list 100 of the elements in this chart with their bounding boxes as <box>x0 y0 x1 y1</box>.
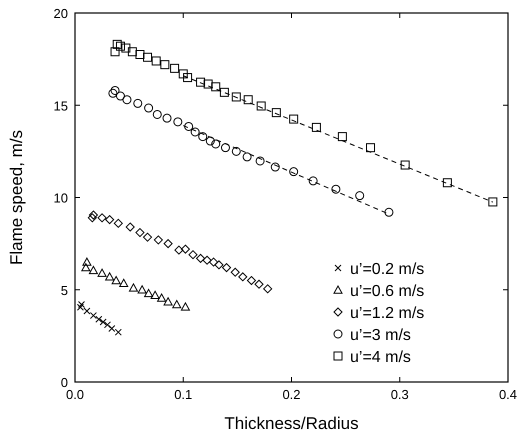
point <box>121 44 130 53</box>
point <box>110 47 120 56</box>
point <box>206 136 215 146</box>
legend-label: u’=0.2 m/s <box>350 261 424 278</box>
y-axis-title: Flame speed, m/s <box>7 130 26 266</box>
x-tick-label: 0.4 <box>498 387 518 402</box>
point <box>160 60 170 70</box>
point <box>143 232 152 242</box>
point <box>220 88 229 97</box>
point <box>152 56 161 66</box>
point <box>133 98 142 108</box>
point <box>170 64 180 73</box>
point <box>442 178 452 188</box>
y-tick-label: 5 <box>60 282 68 298</box>
point <box>83 307 90 314</box>
point <box>112 276 121 284</box>
x-tick-label: 0.0 <box>66 387 84 402</box>
point <box>222 263 232 272</box>
point <box>164 297 173 306</box>
point <box>188 250 198 260</box>
point <box>112 40 122 49</box>
point <box>152 110 162 119</box>
point <box>230 268 240 277</box>
point <box>81 263 90 272</box>
point <box>384 208 394 217</box>
point <box>119 278 128 287</box>
point <box>338 132 347 142</box>
point <box>135 50 144 60</box>
point <box>355 191 364 200</box>
point <box>128 283 138 292</box>
point <box>126 222 135 232</box>
point <box>244 95 253 104</box>
point <box>178 69 188 78</box>
point <box>164 239 173 248</box>
point <box>183 73 192 82</box>
x-axis-title: Thickness/Radius <box>224 414 359 433</box>
point <box>143 52 152 62</box>
point <box>173 117 182 126</box>
point <box>211 82 220 92</box>
point <box>256 101 266 110</box>
point <box>154 235 163 244</box>
point <box>128 47 137 56</box>
point <box>88 213 97 222</box>
point <box>232 146 241 156</box>
point <box>180 302 190 311</box>
point <box>220 143 230 152</box>
point <box>202 256 212 265</box>
point <box>312 122 321 132</box>
point <box>196 254 206 263</box>
point <box>272 108 281 118</box>
point <box>88 210 98 220</box>
point <box>78 301 85 308</box>
point <box>116 42 125 51</box>
point <box>211 139 220 148</box>
point <box>174 246 184 255</box>
y-tick-label: 15 <box>54 98 68 114</box>
point <box>400 160 410 170</box>
x-tick-label: 0.3 <box>390 387 409 402</box>
point <box>105 215 114 224</box>
point <box>184 122 194 131</box>
point <box>88 266 98 274</box>
x-tick-label: 0.2 <box>282 387 301 402</box>
legend-label: u’=3 m/s <box>350 327 411 344</box>
point <box>95 316 102 323</box>
point <box>256 156 265 166</box>
point <box>104 321 111 328</box>
point <box>76 304 84 311</box>
y-tick-label: 10 <box>54 190 68 206</box>
point <box>198 132 208 142</box>
point <box>308 176 318 186</box>
point <box>138 285 147 294</box>
legend-label: u’=0.6 m/s <box>350 283 424 300</box>
point <box>204 80 213 89</box>
point <box>122 95 132 104</box>
point <box>289 167 298 176</box>
point <box>90 312 97 320</box>
point <box>238 272 248 282</box>
point <box>98 268 107 277</box>
point <box>209 258 218 267</box>
point <box>246 276 256 286</box>
point <box>108 324 116 332</box>
point <box>144 104 154 113</box>
point <box>263 284 272 294</box>
point <box>172 300 182 308</box>
point <box>190 128 200 137</box>
point <box>144 288 154 298</box>
point <box>82 258 92 266</box>
point <box>114 218 123 228</box>
point <box>162 114 172 123</box>
point <box>180 244 190 254</box>
point <box>116 92 125 101</box>
point <box>232 92 241 102</box>
point <box>270 162 280 172</box>
point <box>214 260 224 270</box>
y-tick-label: 0 <box>60 375 68 390</box>
point <box>150 290 160 299</box>
point <box>135 228 144 238</box>
point <box>100 318 107 326</box>
point <box>254 280 264 289</box>
point <box>157 294 166 302</box>
